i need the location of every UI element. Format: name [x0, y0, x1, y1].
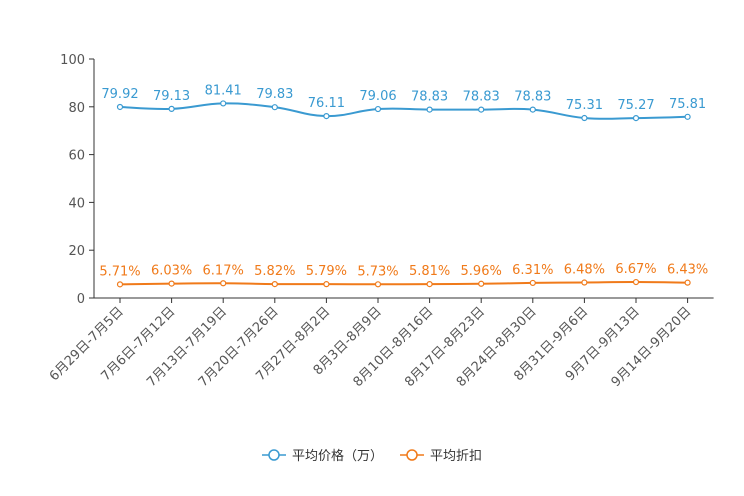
y-tick-label: 0 — [77, 292, 85, 307]
data-label: 6.17% — [203, 263, 244, 278]
data-point — [478, 280, 485, 287]
data-point — [271, 280, 278, 288]
data-label: 5.73% — [357, 264, 398, 279]
data-label: 79.83 — [256, 87, 293, 102]
data-label: 5.81% — [409, 264, 450, 279]
data-label: 78.83 — [411, 90, 448, 105]
data-point — [374, 105, 382, 113]
data-label: 76.11 — [308, 96, 345, 111]
data-point — [220, 100, 227, 107]
data-label: 6.43% — [667, 263, 708, 278]
legend-label[interactable]: 平均折扣 — [430, 449, 482, 464]
data-point — [323, 281, 330, 288]
data-point — [116, 103, 124, 111]
data-label: 5.82% — [254, 264, 295, 279]
data-label: 79.13 — [153, 89, 190, 104]
data-point — [374, 281, 382, 288]
data-label: 79.92 — [101, 87, 138, 102]
data-point — [426, 281, 433, 288]
data-label: 75.31 — [566, 98, 603, 113]
data-point — [632, 115, 640, 122]
data-label: 6.31% — [512, 263, 553, 278]
data-label: 5.71% — [99, 264, 140, 279]
data-label: 5.79% — [306, 264, 347, 279]
data-label: 75.27 — [617, 98, 654, 113]
series-line-1 — [119, 102, 688, 120]
y-tick-label: 80 — [68, 101, 85, 116]
data-point — [271, 104, 278, 111]
data-label: 6.67% — [615, 262, 656, 277]
data-point — [323, 112, 330, 120]
data-point — [581, 279, 588, 286]
data-label: 6.48% — [564, 263, 605, 278]
data-point — [684, 113, 691, 120]
y-tick-label: 20 — [68, 244, 85, 259]
data-label: 79.06 — [359, 89, 396, 104]
y-tick-label: 40 — [68, 196, 85, 211]
data-label: 6.03% — [151, 264, 192, 279]
data-label: 78.83 — [463, 90, 500, 105]
y-tick-label: 100 — [60, 53, 85, 68]
legend-marker — [268, 449, 280, 461]
data-point — [478, 106, 485, 113]
data-point — [581, 114, 588, 122]
data-point — [116, 281, 124, 288]
legend-label[interactable]: 平均价格（万） — [292, 448, 383, 464]
y-tick-label: 60 — [68, 149, 85, 164]
data-point — [529, 106, 536, 113]
data-label: 78.83 — [514, 90, 551, 105]
data-label: 75.81 — [669, 97, 706, 112]
data-point — [684, 279, 691, 286]
data-point — [168, 280, 175, 287]
data-point — [426, 106, 433, 113]
data-point — [220, 280, 227, 287]
data-point — [632, 278, 640, 286]
legend-marker — [406, 449, 418, 461]
data-point — [529, 279, 536, 287]
series-line-2 — [119, 281, 688, 286]
data-label: 81.41 — [205, 83, 242, 98]
data-label: 5.96% — [461, 264, 502, 279]
data-point — [168, 105, 175, 112]
